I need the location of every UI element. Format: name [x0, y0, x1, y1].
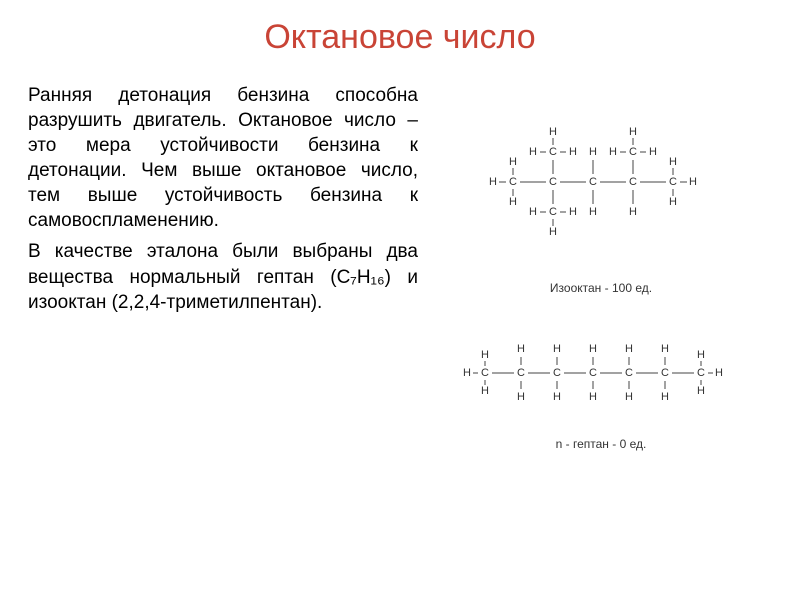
svg-text:H: H — [517, 343, 525, 355]
svg-text:H: H — [609, 146, 617, 158]
svg-text:H: H — [569, 146, 577, 158]
svg-text:H: H — [649, 146, 657, 158]
svg-text:H: H — [569, 206, 577, 218]
paragraph-2: В качестве эталона были выбраны два веще… — [28, 239, 418, 314]
svg-text:C: C — [629, 146, 637, 158]
svg-text:H: H — [553, 391, 561, 403]
figure-column: CCCCCHHHHHHCHHHCHHHHHCHHHH Изооктан - 10… — [430, 83, 772, 451]
svg-text:H: H — [509, 196, 517, 208]
svg-text:H: H — [549, 226, 557, 238]
svg-text:C: C — [669, 176, 677, 188]
svg-text:H: H — [629, 206, 637, 218]
heptane-structure: CCCCCCCHHHHHHHHHHHHHHHH — [441, 313, 761, 433]
svg-text:C: C — [589, 367, 597, 379]
svg-text:H: H — [589, 391, 597, 403]
svg-text:C: C — [517, 367, 525, 379]
svg-text:C: C — [549, 146, 557, 158]
heptane-figure: CCCCCCCHHHHHHHHHHHHHHHH n - гептан - 0 е… — [430, 313, 772, 451]
svg-text:C: C — [661, 367, 669, 379]
svg-text:H: H — [697, 385, 705, 397]
svg-text:H: H — [529, 146, 537, 158]
svg-text:H: H — [509, 156, 517, 168]
svg-text:H: H — [589, 146, 597, 158]
svg-text:H: H — [463, 367, 471, 379]
svg-text:H: H — [529, 206, 537, 218]
svg-text:H: H — [489, 176, 497, 188]
svg-text:C: C — [509, 176, 517, 188]
svg-text:H: H — [661, 343, 669, 355]
svg-text:H: H — [689, 176, 697, 188]
svg-text:H: H — [549, 126, 557, 138]
content-row: Ранняя детонация бензина способна разруш… — [28, 83, 772, 451]
svg-text:C: C — [629, 176, 637, 188]
svg-text:C: C — [481, 367, 489, 379]
svg-text:C: C — [549, 206, 557, 218]
svg-text:H: H — [553, 343, 561, 355]
svg-text:H: H — [629, 126, 637, 138]
svg-text:H: H — [625, 343, 633, 355]
isooctane-structure: CCCCCHHHHHHCHHHCHHHHHCHHHH — [461, 87, 741, 277]
svg-text:H: H — [625, 391, 633, 403]
isooctane-figure: CCCCCHHHHHHCHHHCHHHHHCHHHH Изооктан - 10… — [430, 87, 772, 295]
svg-text:C: C — [625, 367, 633, 379]
svg-text:H: H — [517, 391, 525, 403]
svg-text:C: C — [589, 176, 597, 188]
page-title: Октановое число — [28, 18, 772, 57]
isooctane-caption: Изооктан - 100 ед. — [550, 281, 652, 295]
text-column: Ранняя детонация бензина способна разруш… — [28, 83, 418, 451]
svg-text:H: H — [589, 343, 597, 355]
svg-text:H: H — [669, 196, 677, 208]
svg-text:H: H — [661, 391, 669, 403]
svg-text:H: H — [697, 349, 705, 361]
svg-text:C: C — [549, 176, 557, 188]
svg-text:H: H — [481, 349, 489, 361]
svg-text:H: H — [481, 385, 489, 397]
svg-text:H: H — [669, 156, 677, 168]
paragraph-1: Ранняя детонация бензина способна разруш… — [28, 83, 418, 233]
svg-text:C: C — [553, 367, 561, 379]
svg-text:C: C — [697, 367, 705, 379]
heptane-caption: n - гептан - 0 ед. — [556, 437, 647, 451]
svg-text:H: H — [589, 206, 597, 218]
svg-text:H: H — [715, 367, 723, 379]
